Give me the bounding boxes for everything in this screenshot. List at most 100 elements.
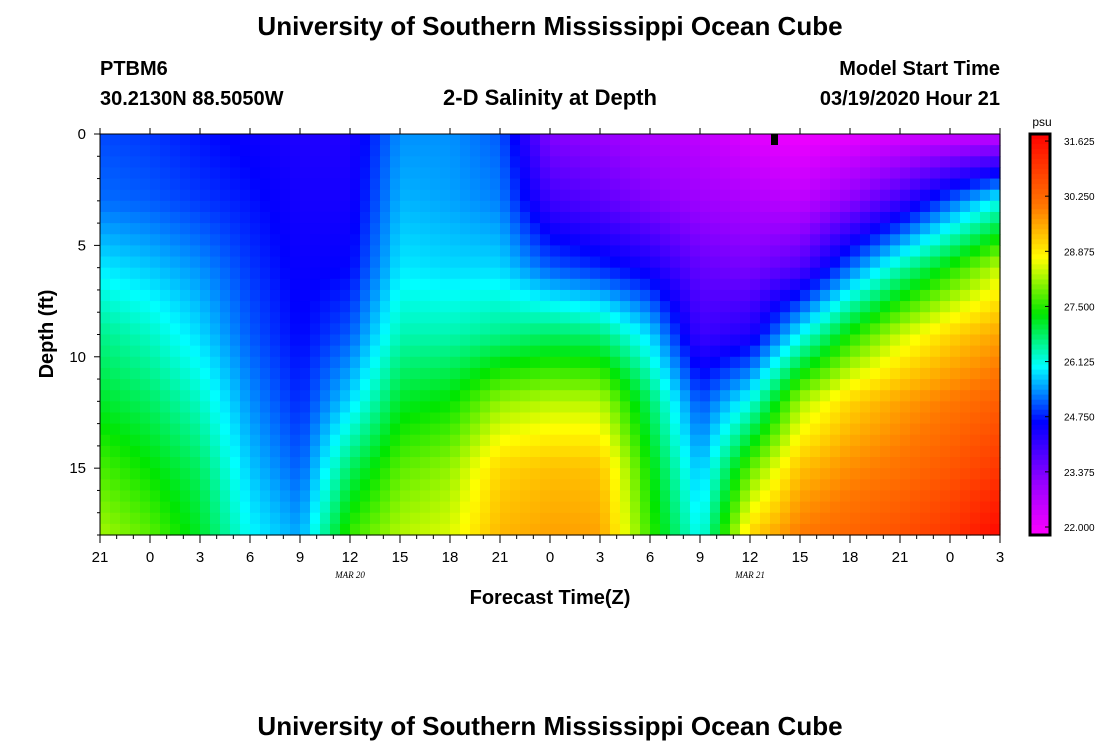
heatmap-cell bbox=[180, 156, 191, 169]
colorbar-segment bbox=[1030, 434, 1050, 441]
heatmap-cell bbox=[570, 457, 581, 469]
heatmap-cell bbox=[760, 423, 771, 436]
heatmap-cell bbox=[860, 367, 871, 380]
x-tick-label: 9 bbox=[296, 549, 304, 566]
heatmap-cell bbox=[750, 289, 761, 302]
heatmap-cell bbox=[580, 211, 591, 224]
heatmap-cell bbox=[790, 167, 801, 180]
heatmap-cell bbox=[300, 334, 311, 347]
heatmap-cell bbox=[290, 512, 301, 525]
heatmap-cell bbox=[540, 256, 551, 269]
heatmap-cell bbox=[650, 479, 661, 492]
heatmap-cell bbox=[770, 145, 781, 157]
heatmap-cell bbox=[460, 145, 471, 157]
heatmap-cell bbox=[960, 245, 971, 258]
heatmap-cell bbox=[960, 512, 971, 525]
heatmap-cell bbox=[270, 490, 281, 503]
heatmap-cell bbox=[290, 434, 301, 447]
heatmap-cell bbox=[280, 345, 291, 358]
heatmap-cell bbox=[890, 323, 901, 336]
heatmap-cell bbox=[850, 512, 861, 525]
heatmap-cell bbox=[360, 356, 371, 369]
heatmap-cell bbox=[200, 256, 211, 269]
heatmap-cell bbox=[480, 334, 491, 347]
heatmap-cell bbox=[680, 523, 691, 536]
heatmap-cell bbox=[970, 367, 981, 380]
heatmap-cell bbox=[160, 379, 171, 391]
heatmap-cell bbox=[830, 245, 841, 258]
heatmap-cell bbox=[850, 200, 861, 213]
heatmap-cell bbox=[500, 523, 511, 536]
heatmap-cell bbox=[290, 234, 301, 246]
heatmap-cell bbox=[690, 156, 701, 169]
heatmap-cell bbox=[620, 267, 631, 280]
heatmap-cell bbox=[260, 145, 271, 157]
heatmap-cell bbox=[270, 523, 281, 536]
heatmap-cell bbox=[680, 267, 691, 280]
heatmap-cell bbox=[210, 211, 221, 224]
heatmap-cell bbox=[680, 278, 691, 291]
heatmap-cell bbox=[810, 345, 821, 358]
heatmap-cell bbox=[110, 401, 121, 414]
heatmap-cell bbox=[810, 200, 821, 213]
heatmap-cell bbox=[710, 434, 721, 447]
heatmap-cell bbox=[890, 278, 901, 291]
heatmap-cell bbox=[560, 334, 571, 347]
heatmap-cell bbox=[900, 234, 911, 246]
heatmap-cell bbox=[190, 367, 201, 380]
heatmap-cell bbox=[440, 223, 451, 235]
heatmap-cell bbox=[380, 134, 391, 146]
heatmap-cell bbox=[940, 200, 951, 213]
heatmap-cell bbox=[470, 345, 481, 358]
heatmap-cell bbox=[950, 223, 961, 235]
heatmap-cell bbox=[440, 234, 451, 246]
heatmap-cell bbox=[610, 356, 621, 369]
heatmap-cell bbox=[670, 356, 681, 369]
heatmap-cell bbox=[560, 412, 571, 425]
heatmap-cell bbox=[770, 356, 781, 369]
colorbar-segment bbox=[1030, 139, 1050, 145]
heatmap-cell bbox=[490, 434, 501, 447]
heatmap-cell bbox=[290, 256, 301, 269]
heatmap-cell bbox=[980, 278, 991, 291]
heatmap-cells bbox=[100, 134, 1001, 536]
heatmap-cell bbox=[350, 434, 361, 447]
heatmap-cell bbox=[360, 301, 371, 313]
heatmap-cell bbox=[490, 134, 501, 146]
chart-title: University of Southern Mississippi Ocean… bbox=[257, 11, 842, 41]
heatmap-cell bbox=[610, 490, 621, 503]
heatmap-cell bbox=[130, 289, 141, 302]
heatmap-cell bbox=[610, 200, 621, 213]
heatmap-cell bbox=[790, 145, 801, 157]
heatmap-cell bbox=[480, 312, 491, 324]
heatmap-cell bbox=[520, 468, 531, 480]
heatmap-cell bbox=[840, 323, 851, 336]
heatmap-cell bbox=[170, 468, 181, 480]
heatmap-cell bbox=[650, 267, 661, 280]
heatmap-cell bbox=[200, 479, 211, 492]
heatmap-cell bbox=[340, 412, 351, 425]
heatmap-cell bbox=[530, 167, 541, 180]
heatmap-cell bbox=[370, 223, 381, 235]
heatmap-cell bbox=[190, 356, 201, 369]
heatmap-cell bbox=[810, 289, 821, 302]
heatmap-cell bbox=[320, 223, 331, 235]
heatmap-cell bbox=[150, 234, 161, 246]
heatmap-cell bbox=[290, 490, 301, 503]
heatmap-cell bbox=[790, 334, 801, 347]
heatmap-cell bbox=[860, 301, 871, 313]
heatmap-cell bbox=[480, 189, 491, 202]
heatmap-cell bbox=[720, 512, 731, 525]
heatmap-cell bbox=[390, 156, 401, 169]
heatmap-cell bbox=[190, 289, 201, 302]
heatmap-cell bbox=[110, 289, 121, 302]
heatmap-cell bbox=[730, 479, 741, 492]
heatmap-cell bbox=[980, 390, 991, 402]
heatmap-cell bbox=[410, 223, 421, 235]
heatmap-cell bbox=[910, 323, 921, 336]
heatmap-cell bbox=[250, 367, 261, 380]
heatmap-cell bbox=[140, 501, 151, 514]
heatmap-cell bbox=[150, 278, 161, 291]
heatmap-cell bbox=[820, 211, 831, 224]
